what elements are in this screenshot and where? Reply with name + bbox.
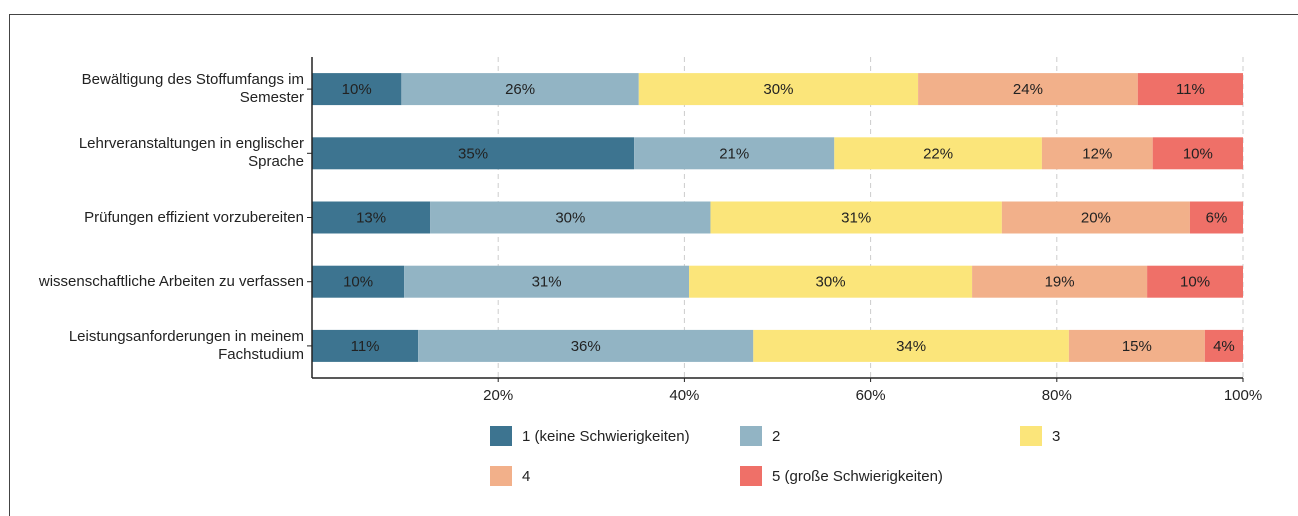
bar-segment: [312, 201, 431, 234]
bar-segment: [1189, 201, 1243, 234]
data-label: 19%: [1045, 274, 1075, 291]
bar-segment: [638, 73, 919, 106]
y-tick-label: Prüfungen effizient vorzubereiten: [84, 208, 304, 226]
bar-segment: [918, 73, 1138, 106]
legend-swatch: [490, 466, 512, 486]
bar-segment: [710, 201, 1002, 234]
data-label: 10%: [342, 81, 372, 98]
legend-label: 5 (große Schwierigkeiten): [772, 468, 943, 485]
legend-label: 3: [1052, 428, 1060, 445]
bar-segment: [1204, 329, 1243, 362]
data-label: 30%: [816, 274, 846, 291]
bar-segment: [634, 137, 835, 170]
data-label: 34%: [896, 338, 926, 355]
y-tick-label: Lehrveranstaltungen in englischer Sprach…: [78, 135, 304, 171]
data-label: 31%: [841, 209, 871, 226]
bar-segment: [834, 137, 1042, 170]
data-label: 26%: [505, 81, 535, 98]
x-tick-label: 100%: [1224, 387, 1262, 404]
data-label: 36%: [571, 338, 601, 355]
data-label: 11%: [1176, 81, 1205, 98]
bar-segment: [753, 329, 1069, 362]
bar-segment: [404, 265, 690, 298]
bar-segment: [312, 137, 635, 170]
data-label: 10%: [1180, 274, 1210, 291]
bar-segment: [1001, 201, 1190, 234]
bar-segment: [1137, 73, 1243, 106]
data-label: 30%: [555, 209, 585, 226]
data-label: 10%: [1183, 145, 1213, 162]
y-tick-label: wissenschaftliche Arbeiten zu verfassen: [38, 272, 304, 290]
bar-segment: [418, 329, 754, 362]
bar-segment: [312, 265, 405, 298]
bar-segment: [312, 73, 402, 106]
legend-swatch: [740, 426, 762, 446]
bar-segment: [1068, 329, 1205, 362]
legend-label: 1 (keine Schwierigkeiten): [522, 428, 690, 445]
y-tick-label: Leistungsanforderungen in meinem Fachstu…: [68, 327, 304, 363]
data-label: 13%: [356, 209, 386, 226]
legend-swatch: [740, 466, 762, 486]
x-tick-label: 60%: [856, 387, 886, 404]
bar-segment: [1041, 137, 1153, 170]
bar-segment: [1147, 265, 1243, 298]
data-label: 20%: [1081, 209, 1111, 226]
data-label: 35%: [458, 145, 488, 162]
bar-segment: [430, 201, 711, 234]
data-label: 30%: [763, 81, 793, 98]
data-label: 4%: [1213, 338, 1235, 355]
frame: [9, 14, 1298, 516]
legend-label: 2: [772, 428, 780, 445]
data-label: 22%: [923, 145, 953, 162]
data-label: 10%: [343, 274, 373, 291]
data-label: 21%: [719, 145, 749, 162]
x-tick-label: 80%: [1042, 387, 1072, 404]
data-label: 12%: [1082, 145, 1112, 162]
legend-label: 4: [522, 468, 530, 485]
bar-segment: [972, 265, 1148, 298]
bar-segment: [1152, 137, 1243, 170]
legend-swatch: [1020, 426, 1042, 446]
legend-swatch: [490, 426, 512, 446]
data-label: 11%: [351, 338, 380, 355]
data-label: 31%: [532, 274, 562, 291]
bar-segment: [312, 329, 419, 362]
y-tick-label: Bewältigung des Stoffumfangs im Semester: [81, 71, 304, 107]
data-label: 15%: [1122, 338, 1152, 355]
bar-segment: [689, 265, 973, 298]
x-tick-label: 40%: [669, 387, 699, 404]
bar-segment: [401, 73, 639, 106]
data-label: 24%: [1013, 81, 1043, 98]
x-tick-label: 20%: [483, 387, 513, 404]
data-label: 6%: [1206, 209, 1228, 226]
